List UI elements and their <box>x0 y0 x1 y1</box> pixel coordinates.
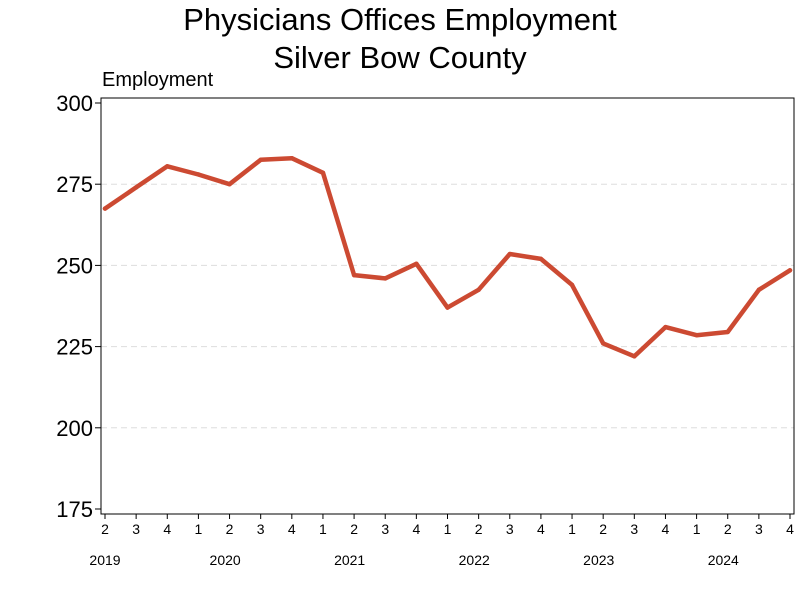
data-point-8 <box>351 272 357 278</box>
chart-title-line-1: Physicians Offices Employment <box>183 2 617 37</box>
data-point-10 <box>414 261 419 266</box>
x-tick-label-5: 3 <box>257 521 265 537</box>
series-line-0 <box>102 155 793 359</box>
x-tick-label-18: 4 <box>662 521 670 537</box>
x-tick-label-11: 1 <box>444 521 452 537</box>
x-tick-label-14: 4 <box>537 521 545 537</box>
data-point-1 <box>133 185 139 190</box>
y-tick-label-300: 300 <box>56 91 93 116</box>
data-point-13 <box>507 251 512 257</box>
year-label-2020: 2020 <box>210 552 241 568</box>
data-point-15 <box>569 282 575 288</box>
data-point-3 <box>196 172 201 177</box>
y-tick-label-200: 200 <box>56 416 93 441</box>
x-tick-label-6: 4 <box>288 521 296 537</box>
year-label-2022: 2022 <box>459 552 490 568</box>
x-tick-label-17: 3 <box>630 521 638 537</box>
data-point-17 <box>632 354 637 359</box>
x-tick-label-10: 4 <box>412 521 420 537</box>
x-tick-label-8: 2 <box>350 521 358 537</box>
x-tick-label-0: 2 <box>101 521 109 537</box>
data-point-16 <box>600 341 606 346</box>
data-point-5 <box>258 157 263 163</box>
x-tick-label-21: 3 <box>755 521 763 537</box>
data-point-21 <box>756 287 762 292</box>
data-point-20 <box>725 329 730 335</box>
data-point-22 <box>787 268 793 273</box>
series-layer <box>102 155 793 359</box>
x-tick-label-19: 1 <box>693 521 701 537</box>
chart-title-line-2: Silver Bow County <box>273 40 527 75</box>
data-point-18 <box>663 324 668 330</box>
x-tick-label-15: 1 <box>568 521 576 537</box>
x-tick-label-20: 2 <box>724 521 732 537</box>
x-tick-label-4: 2 <box>226 521 234 537</box>
data-point-14 <box>538 256 544 262</box>
year-label-2023: 2023 <box>583 552 614 568</box>
x-tick-label-16: 2 <box>599 521 607 537</box>
x-tick-label-22: 4 <box>786 521 794 537</box>
year-label-2019: 2019 <box>89 552 120 568</box>
data-point-4 <box>227 182 232 187</box>
y-tick-label-250: 250 <box>56 253 93 278</box>
data-point-12 <box>476 287 481 292</box>
data-point-0 <box>102 206 108 211</box>
data-point-6 <box>289 156 295 161</box>
x-tick-label-13: 3 <box>506 521 514 537</box>
x-tick-label-1: 3 <box>132 521 140 537</box>
x-tick-label-9: 3 <box>381 521 389 537</box>
y-axis-label: Employment <box>102 69 214 91</box>
year-label-2024: 2024 <box>708 552 739 568</box>
x-tick-label-2: 4 <box>163 521 171 537</box>
x-tick-label-12: 2 <box>475 521 483 537</box>
data-point-2 <box>165 164 170 169</box>
x-axis: 2 3 4 1 2 3 4 1 2 3 4 1 2 3 4 1 2 3 4 1 2 3 4 2019 2020 2021 2022 2… <box>89 514 794 568</box>
data-point-7 <box>320 170 326 176</box>
x-tick-label-7: 1 <box>319 521 327 537</box>
gridlines <box>101 183 794 429</box>
x-tick-label-3: 1 <box>195 521 203 537</box>
year-label-2021: 2021 <box>334 552 365 568</box>
y-axis: 175 200 225 250 275 300 <box>56 91 101 522</box>
y-tick-label-225: 225 <box>56 335 93 360</box>
y-tick-label-275: 275 <box>56 172 93 197</box>
data-point-19 <box>694 333 699 338</box>
data-point-11 <box>445 305 450 310</box>
y-tick-label-175: 175 <box>56 497 93 522</box>
data-point-9 <box>383 276 388 281</box>
